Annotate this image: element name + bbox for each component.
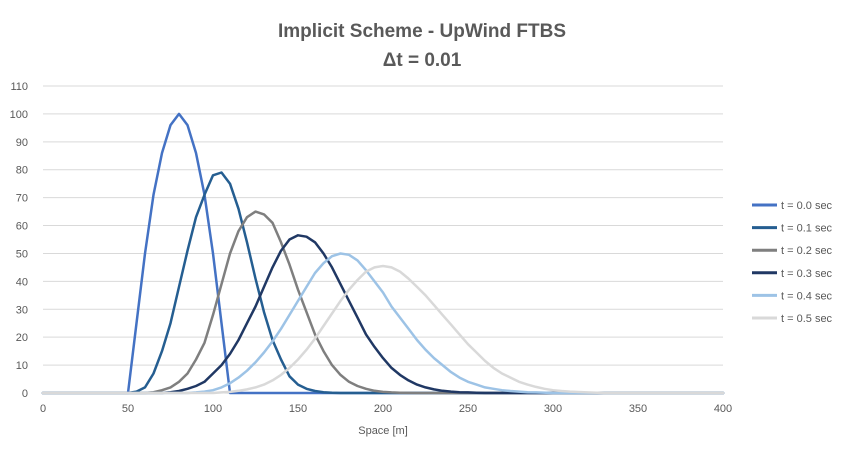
- y-tick-label: 60: [16, 221, 28, 233]
- legend-label-3: t = 0.3 sec: [781, 268, 833, 280]
- chart-subtitle: Δt = 0.01: [383, 50, 462, 71]
- legend-label-4: t = 0.4 sec: [781, 290, 833, 302]
- x-axis-ticks: 0 50 100 150 200 250 300 350 400: [40, 403, 732, 415]
- x-tick-label: 50: [122, 403, 134, 415]
- x-tick-label: 350: [629, 403, 647, 415]
- series-group: [41, 112, 725, 395]
- y-tick-label: 20: [16, 332, 28, 344]
- y-tick-label: 30: [16, 304, 28, 316]
- y-tick-label: 80: [16, 165, 28, 177]
- series-line-0: [41, 112, 725, 395]
- legend-label-2: t = 0.2 sec: [781, 245, 833, 257]
- legend-label-5: t = 0.5 sec: [781, 313, 833, 325]
- x-tick-label: 0: [40, 403, 46, 415]
- y-tick-label: 10: [16, 360, 28, 372]
- x-tick-label: 100: [204, 403, 222, 415]
- series-line-2: [41, 210, 725, 395]
- y-tick-label: 0: [22, 388, 28, 400]
- legend: t = 0.0 sec t = 0.1 sec t = 0.2 sec t = 0.3…: [752, 200, 833, 325]
- chart-title: Implicit Scheme - UpWind FTBS: [278, 21, 566, 42]
- gridlines: [43, 85, 723, 366]
- legend-label-0: t = 0.0 sec: [781, 200, 833, 212]
- y-tick-label: 110: [10, 81, 28, 93]
- x-tick-label: 400: [714, 403, 732, 415]
- x-tick-label: 200: [374, 403, 392, 415]
- y-tick-label: 50: [16, 248, 28, 260]
- y-axis-ticks: 0 10 20 30 40 50 60 70 80 90 100 110: [10, 81, 28, 400]
- series-line-3: [41, 234, 725, 395]
- legend-label-1: t = 0.1 sec: [781, 223, 833, 235]
- x-axis-title: Space [m]: [358, 425, 408, 437]
- y-tick-label: 70: [16, 193, 28, 205]
- y-tick-label: 100: [10, 109, 28, 121]
- x-tick-label: 150: [289, 403, 307, 415]
- series-line-5: [41, 264, 725, 395]
- x-tick-label: 300: [544, 403, 562, 415]
- x-tick-label: 250: [459, 403, 477, 415]
- y-tick-label: 40: [16, 276, 28, 288]
- y-tick-label: 90: [16, 137, 28, 149]
- series-line-4: [41, 252, 725, 395]
